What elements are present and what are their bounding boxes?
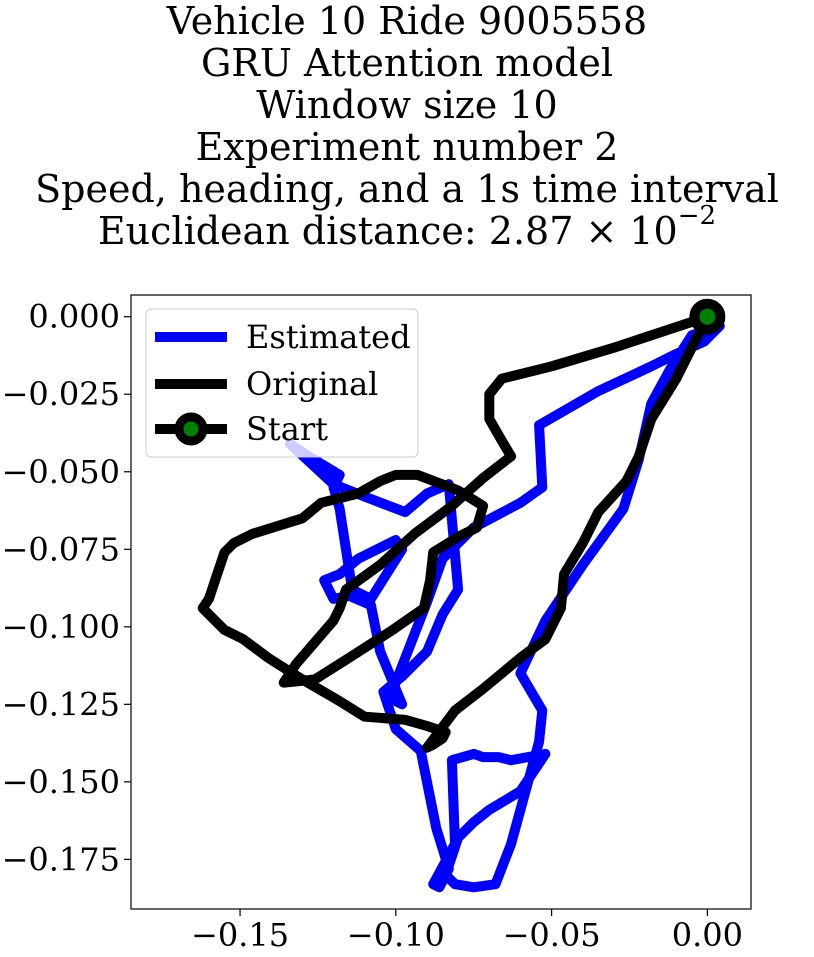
series-line-original <box>197 311 713 753</box>
series-line-estimated <box>284 321 725 893</box>
legend-marker-start <box>174 412 208 446</box>
y-tick-label: −0.050 <box>2 453 120 491</box>
chart-title-line-5: Speed, heading, and a 1s time interval <box>35 167 779 211</box>
y-tick-label: −0.175 <box>2 840 120 878</box>
y-tick-label: −0.025 <box>2 375 120 413</box>
legend-label-start: Start <box>246 410 328 448</box>
y-tick-label: −0.150 <box>2 763 120 801</box>
legend-label-estimated: Estimated <box>246 318 411 356</box>
distance-exponent: −2 <box>677 201 717 232</box>
chart-title-line-2: GRU Attention model <box>200 41 614 85</box>
chart-title-line-3: Window size 10 <box>256 83 558 127</box>
axis-layer: −0.15 −0.10 −0.05 0.00 0.000 −0.025 −0.050 −0.0… <box>2 298 743 954</box>
x-tick-label: 0.00 <box>672 916 743 954</box>
plot-frame <box>130 294 752 910</box>
y-tick-label: 0.000 <box>28 298 120 336</box>
y-tick-label: −0.100 <box>2 608 120 646</box>
x-tick-label: −0.15 <box>191 916 289 954</box>
x-tick-label: −0.10 <box>347 916 445 954</box>
legend: Estimated Original Start <box>145 308 419 458</box>
chart-title-distance: Euclidean distance: 2.87 × 10−2 <box>0 203 814 253</box>
legend-label-original: Original <box>246 365 378 403</box>
series-layer <box>197 298 726 893</box>
chart-title-line-4: Experiment number 2 <box>195 125 619 169</box>
legend-box <box>145 308 419 458</box>
x-tick-label: −0.05 <box>503 916 601 954</box>
y-tick-label: −0.075 <box>2 530 120 568</box>
y-tick-label: −0.125 <box>2 685 120 723</box>
start-marker <box>689 298 726 335</box>
chart-title-block: Vehicle 10 Ride 9005558 GRU Attention mo… <box>0 0 814 252</box>
chart-title-line-1: Vehicle 10 Ride 9005558 <box>166 0 648 43</box>
distance-text: Euclidean distance: 2.87 × 10 <box>97 209 678 253</box>
